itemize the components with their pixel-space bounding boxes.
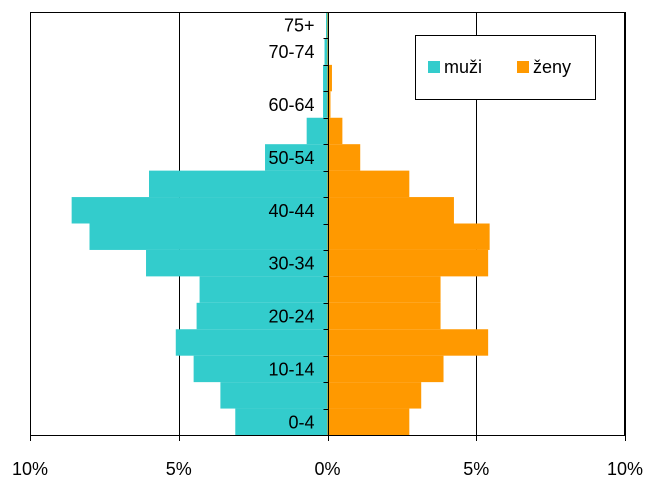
bar-zeny <box>327 276 441 303</box>
x-tick-label: 5% <box>166 459 192 477</box>
legend-label: muži <box>444 57 482 77</box>
legend: muži ženy <box>415 35 596 100</box>
bar-muzi <box>306 117 328 145</box>
bar-muzi <box>265 144 328 171</box>
category-label: 10-14 <box>268 359 314 379</box>
bar-muzi <box>146 249 328 277</box>
bar-muzi <box>193 355 328 383</box>
legend-box <box>415 35 596 100</box>
bar-zeny <box>327 355 444 383</box>
bar-muzi <box>71 197 328 224</box>
category-label: 0-4 <box>288 412 314 432</box>
category-label: 20-24 <box>268 307 314 327</box>
category-labels: 0-4 10-14 20-24 30-34 40-44 50-54 60-64 70-74 75… <box>268 16 314 433</box>
x-tick-labels: 10% 5% 0% 5% 10% <box>12 459 643 477</box>
bar-muzi <box>323 64 328 92</box>
bar-zeny <box>327 249 489 277</box>
bar-muzi <box>199 276 328 303</box>
bar-zeny <box>327 170 410 198</box>
category-label: 60-64 <box>268 95 314 115</box>
category-label: 50-54 <box>268 148 314 168</box>
bar-zeny <box>327 302 441 330</box>
x-tick-label: 10% <box>607 459 643 477</box>
axes <box>30 12 626 441</box>
bar-muzi <box>323 91 328 118</box>
bars <box>71 12 490 435</box>
bar-muzi <box>149 170 328 198</box>
category-label: 30-34 <box>268 254 314 274</box>
bar-zeny <box>327 329 489 356</box>
bar-muzi <box>89 223 328 250</box>
bar-muzi <box>235 408 328 435</box>
bar-zeny <box>327 408 410 435</box>
category-label: 40-44 <box>268 201 314 221</box>
legend-label: ženy <box>533 57 571 77</box>
bar-muzi <box>175 329 328 356</box>
category-label: 75+ <box>284 16 315 36</box>
x-tick-label: 0% <box>314 459 340 477</box>
x-tick-label: 10% <box>12 459 48 477</box>
x-tick-label: 5% <box>463 459 489 477</box>
bar-zeny <box>327 144 361 171</box>
bar-zeny <box>327 197 454 224</box>
bar-muzi <box>196 302 328 330</box>
bar-muzi <box>220 382 328 409</box>
bar-muzi <box>324 38 328 65</box>
legend-swatch <box>517 61 529 73</box>
category-label: 70-74 <box>268 42 314 62</box>
bar-zeny <box>327 117 343 145</box>
legend-swatch <box>428 61 440 73</box>
bar-zeny <box>327 223 490 250</box>
bar-zeny <box>327 382 422 409</box>
bar-zeny <box>327 64 332 92</box>
bar-muzi <box>326 12 328 39</box>
